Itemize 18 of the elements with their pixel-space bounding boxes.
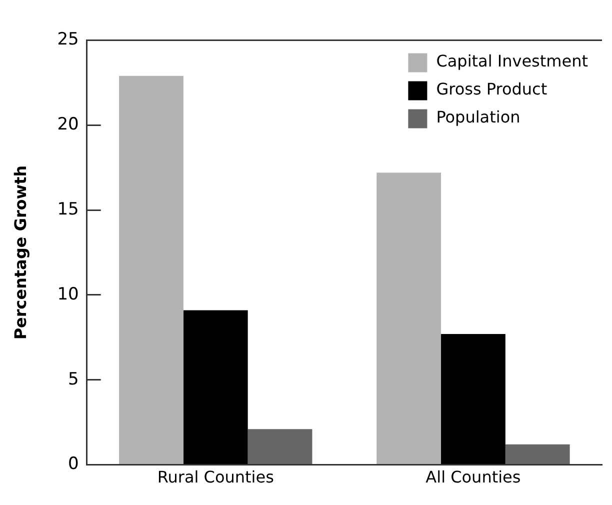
x-tick-label: Rural Counties xyxy=(157,468,274,487)
bar xyxy=(376,172,442,464)
y-tick-label: 5 xyxy=(68,369,79,390)
legend-label: Gross Product xyxy=(436,79,548,98)
y-tick-label: 0 xyxy=(68,454,79,474)
bar xyxy=(248,429,312,464)
bar xyxy=(441,334,506,464)
bar xyxy=(183,310,248,464)
y-tick-label: 25 xyxy=(57,30,79,50)
y-tick-label: 15 xyxy=(57,199,79,220)
x-tick-label: All Counties xyxy=(426,468,521,487)
legend-label: Capital Investment xyxy=(436,51,588,70)
bar xyxy=(119,76,184,464)
y-axis-title: Percentage Growth xyxy=(10,165,30,340)
y-tick-label: 20 xyxy=(57,114,79,135)
y-tick-label: 10 xyxy=(57,284,79,304)
bar xyxy=(505,444,570,464)
legend-label: Population xyxy=(436,107,520,126)
